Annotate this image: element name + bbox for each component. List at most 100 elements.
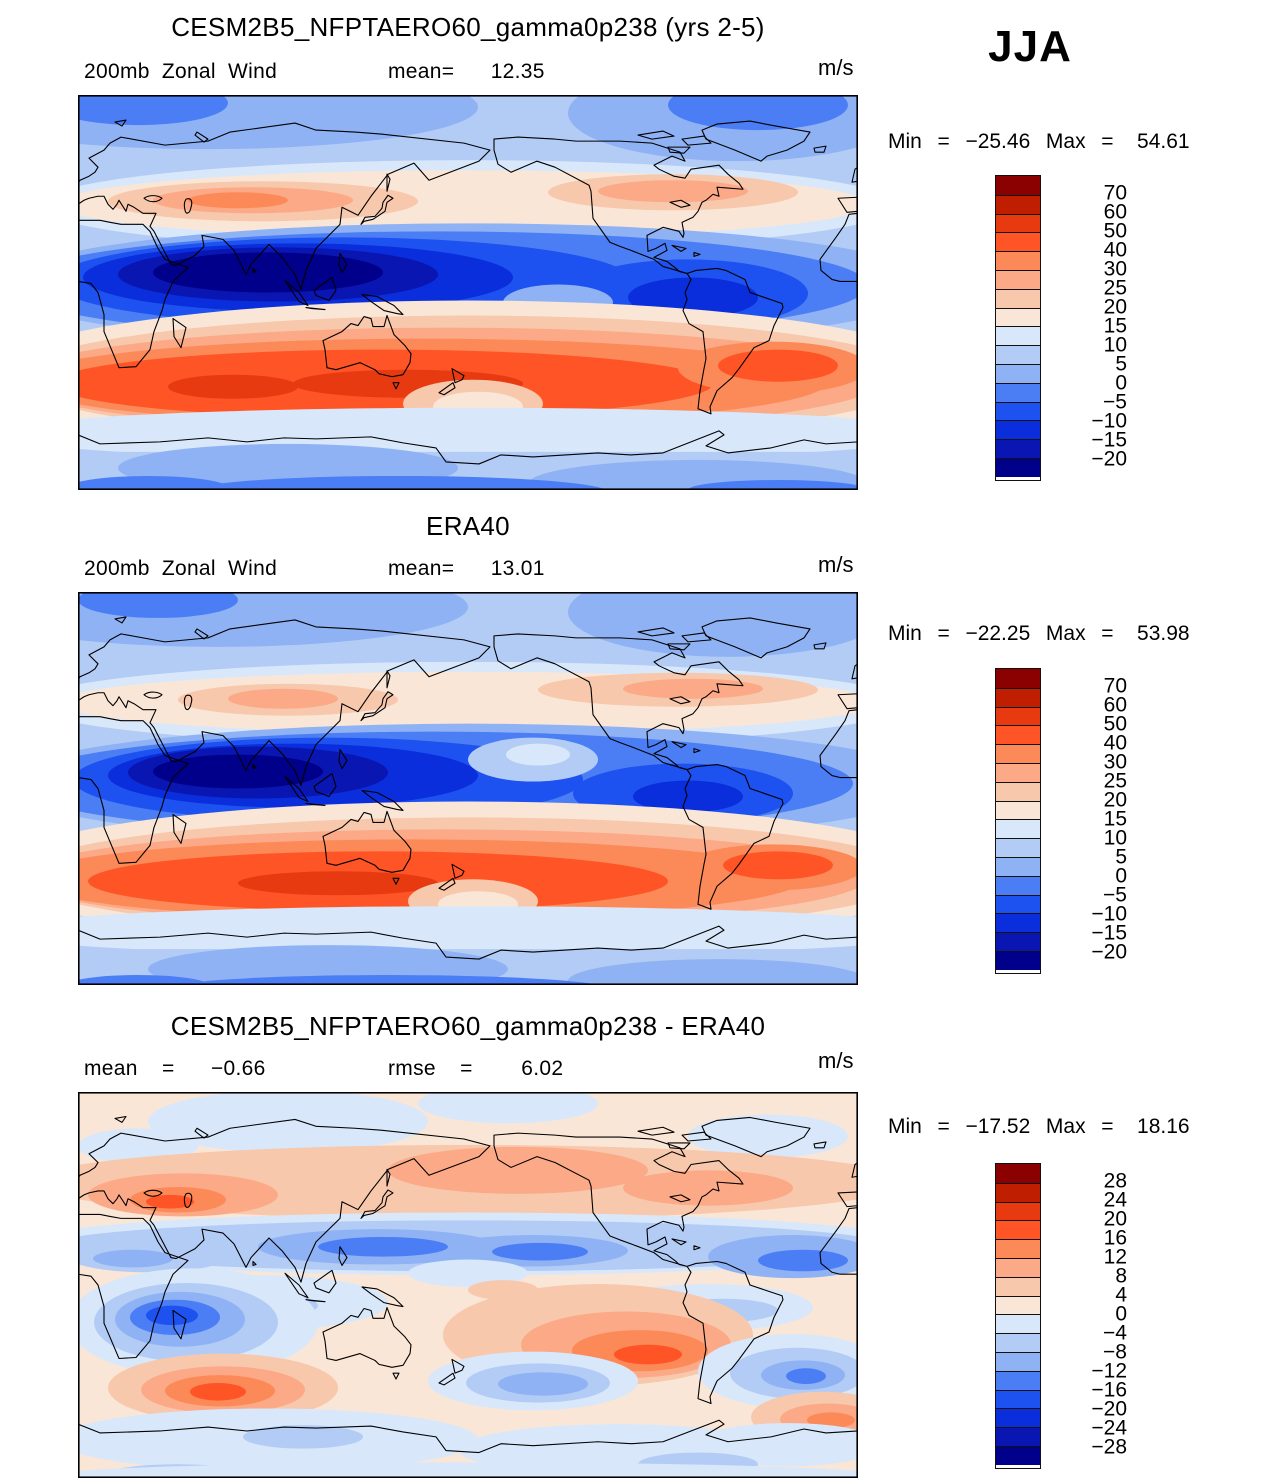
colorbar-tick-label: 60 — [1103, 200, 1127, 224]
colorbar-tick-label: 30 — [1103, 750, 1127, 774]
colorbar-cell — [996, 1257, 1040, 1277]
colorbar-cell — [996, 439, 1040, 458]
colorbar-cell — [996, 725, 1040, 745]
colorbar-tick-label: 12 — [1103, 1245, 1127, 1269]
colorbar-tick-label: −15 — [1091, 921, 1127, 945]
colorbar-tick-label: 10 — [1103, 333, 1127, 357]
colorbar-cell — [996, 1220, 1040, 1240]
panel1-field — [78, 95, 858, 490]
panel1-title: CESM2B5_NFPTAERO60_gamma0p238 (yrs 2-5) — [171, 12, 765, 42]
colorbar-tick-label: 16 — [1103, 1226, 1127, 1250]
panel1-map — [78, 95, 858, 490]
colorbar-tick-label: 0 — [1115, 1302, 1127, 1326]
colorbar-cell — [996, 687, 1040, 707]
panel2-minmax: Min = −22.25 Max = 53.98 — [888, 622, 1190, 645]
colorbar-cell — [996, 345, 1040, 364]
panel3-mean-label: mean = −0.66 — [84, 1057, 266, 1080]
panel3-units-label: m/s — [818, 1048, 854, 1073]
colorbar-tick-label: −28 — [1091, 1435, 1127, 1459]
colorbar-cell — [996, 326, 1040, 346]
colorbar-cell — [996, 457, 1040, 477]
colorbar-tick-label: −5 — [1103, 883, 1127, 907]
colorbar-tick-label: 40 — [1103, 238, 1127, 262]
colorbar-cell — [996, 269, 1040, 289]
colorbar-tick-label: −20 — [1091, 940, 1127, 964]
colorbar-tick-label: 15 — [1103, 807, 1127, 831]
colorbar-tick-label: −8 — [1103, 1340, 1127, 1364]
colorbar-tick-label: 30 — [1103, 257, 1127, 281]
colorbar-tick-label: 70 — [1103, 674, 1127, 698]
colorbar-cell — [996, 232, 1040, 252]
panel1-map-plot — [78, 95, 858, 490]
colorbar-tick-label: −15 — [1091, 428, 1127, 452]
colorbar-cell — [996, 1389, 1040, 1409]
colorbar-tick-label: 24 — [1103, 1188, 1127, 1212]
colorbar-tick-label: 8 — [1115, 1264, 1127, 1288]
colorbar-cell — [996, 744, 1040, 763]
panel1-colorbar — [995, 175, 1041, 481]
colorbar-tick-label: 40 — [1103, 731, 1127, 755]
colorbar-tick-label: −20 — [1091, 447, 1127, 471]
colorbar-tick-label: 25 — [1103, 769, 1127, 793]
colorbar-cell — [996, 1351, 1040, 1371]
panel2-colorbar — [995, 668, 1041, 974]
panel2-units-label: m/s — [818, 552, 854, 577]
panel1-minmax: Min = −25.46 Max = 54.61 — [888, 130, 1190, 153]
panel3-colorbar — [995, 1163, 1041, 1469]
colorbar-tick-label: 60 — [1103, 693, 1127, 717]
colorbar-cell — [996, 251, 1040, 270]
colorbar-cell — [996, 800, 1040, 820]
colorbar-cell — [996, 194, 1040, 214]
colorbar-tick-label: −10 — [1091, 409, 1127, 433]
panel2-mean-label: mean= 13.01 — [388, 557, 545, 580]
colorbar-tick-label: 5 — [1115, 352, 1127, 376]
panel2-title: ERA40 — [426, 511, 510, 541]
colorbar-cell — [996, 932, 1040, 951]
colorbar-tick-label: 50 — [1103, 712, 1127, 736]
colorbar-cell — [996, 875, 1040, 895]
panel3-minmax: Min = −17.52 Max = 18.16 — [888, 1115, 1190, 1138]
colorbar-cell — [996, 213, 1040, 233]
colorbar-cell — [996, 307, 1040, 327]
panel2-field — [78, 592, 858, 985]
colorbar-cell — [996, 913, 1040, 933]
panel3-map-plot — [78, 1092, 858, 1478]
panel3-field — [78, 1092, 858, 1478]
colorbar-tick-label: −24 — [1091, 1416, 1127, 1440]
colorbar-tick-label: −20 — [1091, 1397, 1127, 1421]
panel1-mean-label: mean= 12.35 — [388, 60, 545, 83]
colorbar-cell — [996, 1295, 1040, 1315]
colorbar-tick-label: 15 — [1103, 314, 1127, 338]
colorbar-cell — [996, 420, 1040, 440]
colorbar-cell — [996, 1427, 1040, 1446]
colorbar-cell — [996, 1276, 1040, 1296]
colorbar-cell — [996, 894, 1040, 914]
colorbar-tick-label: −5 — [1103, 390, 1127, 414]
colorbar-tick-label: 50 — [1103, 219, 1127, 243]
panel1-units-label: m/s — [818, 55, 854, 80]
colorbar-tick-label: −16 — [1091, 1378, 1127, 1402]
colorbar-cell — [996, 401, 1040, 421]
colorbar-cell — [996, 1314, 1040, 1334]
colorbar-cell — [996, 762, 1040, 782]
panel2-field-label: 200mb Zonal Wind — [84, 557, 278, 580]
colorbar-cell — [996, 176, 1040, 195]
colorbar-cell — [996, 819, 1040, 839]
colorbar-cell — [996, 1182, 1040, 1202]
colorbar-tick-label: 28 — [1103, 1169, 1127, 1193]
colorbar-tick-label: 20 — [1103, 1207, 1127, 1231]
colorbar-cell — [996, 1333, 1040, 1352]
colorbar-cell — [996, 363, 1040, 383]
colorbar-cell — [996, 669, 1040, 688]
panel1-field-label: 200mb Zonal Wind — [84, 60, 278, 83]
season-label: JJA — [988, 22, 1072, 71]
colorbar-cell — [996, 1408, 1040, 1428]
colorbar-cell — [996, 838, 1040, 857]
colorbar-cell — [996, 856, 1040, 876]
panel3-rmse-label: rmse = 6.02 — [388, 1057, 564, 1080]
colorbar-cell — [996, 382, 1040, 402]
panel3-title: CESM2B5_NFPTAERO60_gamma0p238 - ERA40 — [170, 1011, 766, 1041]
colorbar-cell — [996, 950, 1040, 970]
colorbar-cell — [996, 1201, 1040, 1221]
